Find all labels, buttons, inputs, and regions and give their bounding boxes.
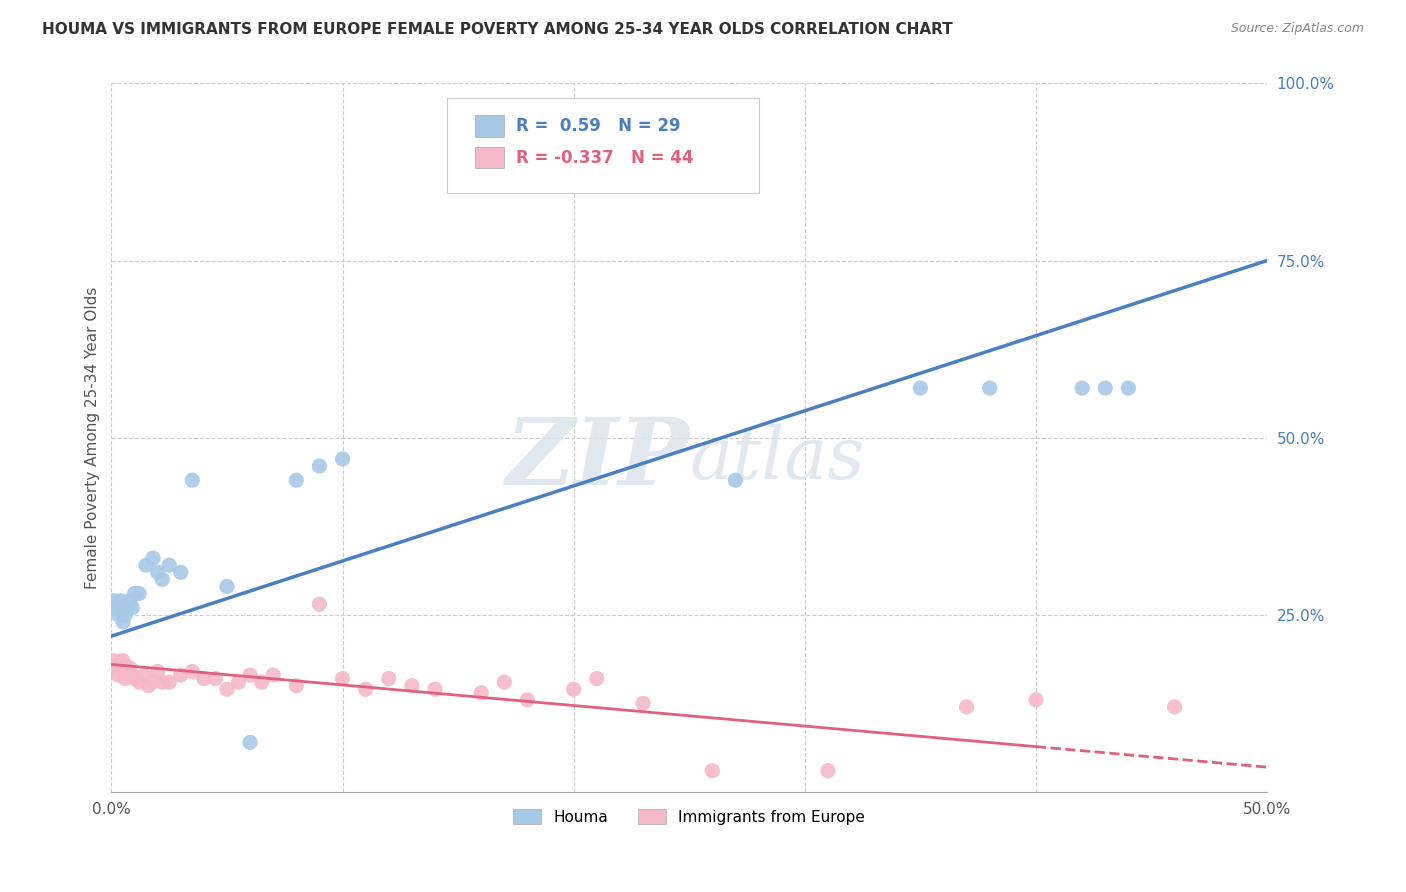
FancyBboxPatch shape (447, 97, 759, 194)
Immigrants from Europe (354, 682, 377, 697)
Houma (103, 593, 125, 607)
Immigrants from Europe (128, 675, 150, 690)
Immigrants from Europe (118, 661, 141, 675)
Immigrants from Europe (470, 686, 492, 700)
Immigrants from Europe (157, 675, 180, 690)
Houma (105, 600, 128, 615)
Immigrants from Europe (105, 661, 128, 675)
Houma (146, 566, 169, 580)
FancyBboxPatch shape (475, 115, 505, 136)
Houma (110, 593, 132, 607)
Legend: Houma, Immigrants from Europe: Houma, Immigrants from Europe (505, 799, 875, 834)
Houma (332, 452, 354, 467)
Houma (239, 735, 262, 749)
Houma (142, 551, 165, 566)
Immigrants from Europe (631, 697, 654, 711)
Immigrants from Europe (285, 679, 308, 693)
Houma (1118, 381, 1140, 395)
Y-axis label: Female Poverty Among 25-34 Year Olds: Female Poverty Among 25-34 Year Olds (86, 286, 100, 589)
Text: Source: ZipAtlas.com: Source: ZipAtlas.com (1230, 22, 1364, 36)
Immigrants from Europe (110, 654, 132, 668)
Houma (181, 473, 204, 487)
FancyBboxPatch shape (475, 147, 505, 169)
Immigrants from Europe (494, 675, 516, 690)
Houma (117, 600, 139, 615)
Immigrants from Europe (138, 679, 160, 693)
Houma (285, 473, 308, 487)
Text: atlas: atlas (689, 424, 865, 494)
Immigrants from Europe (228, 675, 250, 690)
Immigrants from Europe (107, 668, 129, 682)
Immigrants from Europe (150, 675, 173, 690)
Houma (118, 593, 141, 607)
Houma (308, 458, 330, 473)
Immigrants from Europe (516, 693, 538, 707)
Houma (128, 586, 150, 600)
Immigrants from Europe (239, 668, 262, 682)
Immigrants from Europe (103, 654, 125, 668)
Text: HOUMA VS IMMIGRANTS FROM EUROPE FEMALE POVERTY AMONG 25-34 YEAR OLDS CORRELATION: HOUMA VS IMMIGRANTS FROM EUROPE FEMALE P… (42, 22, 953, 37)
Immigrants from Europe (378, 672, 401, 686)
Houma (170, 566, 193, 580)
Houma (215, 579, 238, 593)
Text: R =  0.59   N = 29: R = 0.59 N = 29 (516, 117, 681, 135)
Immigrants from Europe (146, 665, 169, 679)
Immigrants from Europe (193, 672, 215, 686)
Immigrants from Europe (1163, 700, 1185, 714)
Immigrants from Europe (817, 764, 839, 778)
Immigrants from Europe (170, 668, 193, 682)
Houma (150, 573, 173, 587)
Houma (979, 381, 1001, 395)
Houma (124, 586, 146, 600)
Immigrants from Europe (562, 682, 585, 697)
Immigrants from Europe (702, 764, 724, 778)
Immigrants from Europe (1025, 693, 1047, 707)
Immigrants from Europe (250, 675, 273, 690)
Immigrants from Europe (114, 672, 136, 686)
Immigrants from Europe (401, 679, 423, 693)
Immigrants from Europe (585, 672, 607, 686)
Houma (1094, 381, 1116, 395)
Houma (724, 473, 747, 487)
Immigrants from Europe (121, 668, 143, 682)
Houma (157, 558, 180, 573)
Immigrants from Europe (423, 682, 446, 697)
Immigrants from Europe (955, 700, 977, 714)
Houma (107, 607, 129, 622)
Immigrants from Europe (204, 672, 226, 686)
Immigrants from Europe (142, 675, 165, 690)
Immigrants from Europe (132, 668, 155, 682)
Immigrants from Europe (124, 672, 146, 686)
Immigrants from Europe (308, 597, 330, 611)
Houma (114, 607, 136, 622)
Houma (111, 615, 134, 629)
Text: ZIP: ZIP (505, 414, 689, 504)
Immigrants from Europe (181, 665, 204, 679)
Immigrants from Europe (332, 672, 354, 686)
Houma (135, 558, 157, 573)
Immigrants from Europe (262, 668, 284, 682)
Immigrants from Europe (215, 682, 238, 697)
Houma (1071, 381, 1094, 395)
Immigrants from Europe (111, 654, 134, 668)
Immigrants from Europe (117, 665, 139, 679)
Houma (121, 600, 143, 615)
Text: R = -0.337   N = 44: R = -0.337 N = 44 (516, 149, 693, 167)
Houma (910, 381, 932, 395)
